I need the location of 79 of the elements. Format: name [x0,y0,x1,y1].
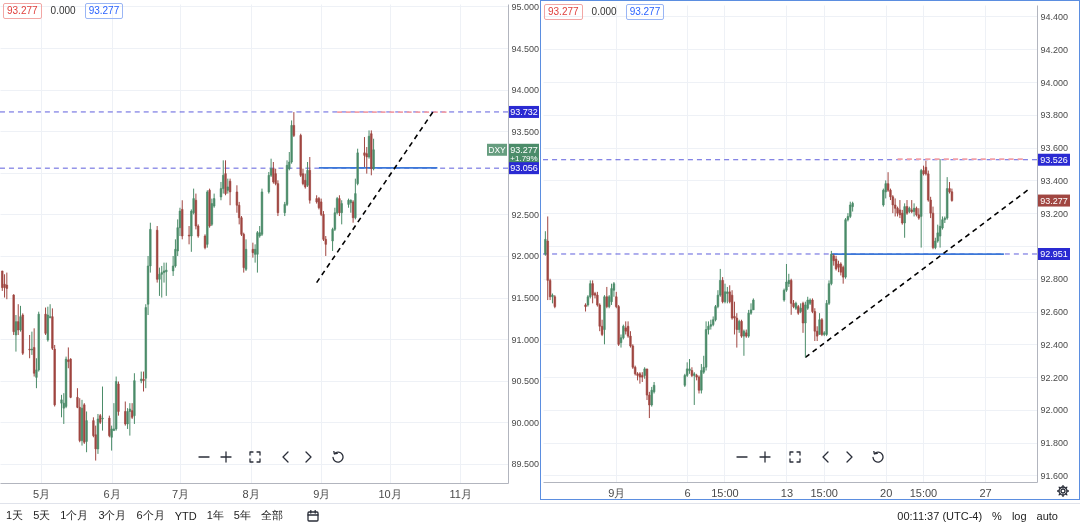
x-tick-label: 6月 [103,487,121,500]
x-tick-label: 15:00 [711,486,739,499]
x-tick-label: 13 [780,486,794,499]
y-tick-label: 91.000 [511,334,540,345]
candlestick [372,138,375,171]
y-tick-label: 93.500 [511,126,540,137]
annotation: 0.000 [49,4,77,18]
ref-line-label: 93.526 [1040,154,1068,165]
x-tick-label: 7月 [171,487,190,500]
x-tick-label: 6 [684,486,691,499]
y-tick-label: 92.500 [511,209,540,220]
candlestick [340,199,343,225]
candlestick [256,230,259,274]
y-tick-label: 93.800 [1040,110,1069,121]
y-tick-label: 94.000 [1040,77,1069,88]
x-tick-label: 15:00 [810,486,838,499]
x-tick-label: 11月 [449,487,472,500]
text: % [992,509,1002,522]
x-tick-label: 20 [880,486,893,499]
text: 全部 [260,508,283,523]
annotation: 93.277 [625,4,665,20]
x-tick-label: 27 [979,486,992,499]
y-tick-label: 94.500 [511,43,540,54]
y-tick-label: 92.200 [1040,372,1069,383]
text: auto [1036,509,1058,522]
y-tick-label: 93.400 [1040,175,1069,186]
text: 1个月 [60,508,89,523]
ref-line-label: 93.732 [510,106,538,117]
y-tick-label: 91.600 [1040,470,1069,481]
y-tick-label: 93.600 [1040,143,1069,154]
y-tick-label: 93.200 [1040,208,1069,219]
candlestick [124,401,127,427]
annotation: 93.277 [3,3,42,19]
x-tick-label: 5月 [32,487,51,500]
ref-line-label: 92.951 [1040,248,1068,259]
y-tick-label: 95.000 [511,1,540,12]
text: YTD [174,509,197,522]
text: 1天 [6,508,24,523]
text: 3个月 [98,508,127,523]
text: 00:11:37 (UTC-4) [897,509,983,522]
y-tick-label: 92.800 [1040,274,1069,285]
annotation: 93.277 [544,4,583,20]
x-tick-label: 9月 [608,486,626,499]
annotation: DXY [488,144,507,155]
y-tick-label: 89.500 [511,459,540,470]
text: 93.277 [510,144,538,155]
text: 5天 [33,508,51,523]
y-tick-label: 92.000 [511,251,540,262]
y-tick-label: 94.000 [511,85,540,96]
y-tick-label: 90.000 [511,417,540,428]
text: log [1011,509,1027,522]
x-tick-label: 10月 [378,487,402,500]
y-tick-label: 92.000 [1040,405,1069,416]
y-tick-label: 92.600 [1040,307,1069,318]
text: 6个月 [136,508,165,523]
x-tick-label: 15:00 [909,486,938,499]
annotation: 93.277 [84,3,124,19]
text: 93.277 [1040,195,1068,206]
candlestick [244,238,248,272]
text: 5年 [233,508,251,523]
candlestick [28,334,31,359]
text: +1.79% [510,153,538,163]
y-tick-label: 92.400 [1040,339,1069,350]
text: 1年 [206,508,224,523]
y-tick-label: 94.400 [1040,11,1069,22]
y-tick-label: 91.500 [511,293,540,304]
candlestick [187,225,191,245]
x-tick-label: 9月 [313,487,331,500]
candlestick [128,402,131,437]
annotation: 0.000 [590,5,618,19]
y-tick-label: 90.500 [511,376,540,387]
candlestick [165,262,168,297]
x-tick-label: 8月 [242,487,260,500]
y-tick-label: 94.200 [1040,44,1069,55]
candlestick [44,307,47,336]
ref-line-label: 93.056 [510,163,538,174]
candlestick [251,242,254,259]
y-tick-label: 91.800 [1040,438,1069,449]
candlestick [85,410,88,453]
